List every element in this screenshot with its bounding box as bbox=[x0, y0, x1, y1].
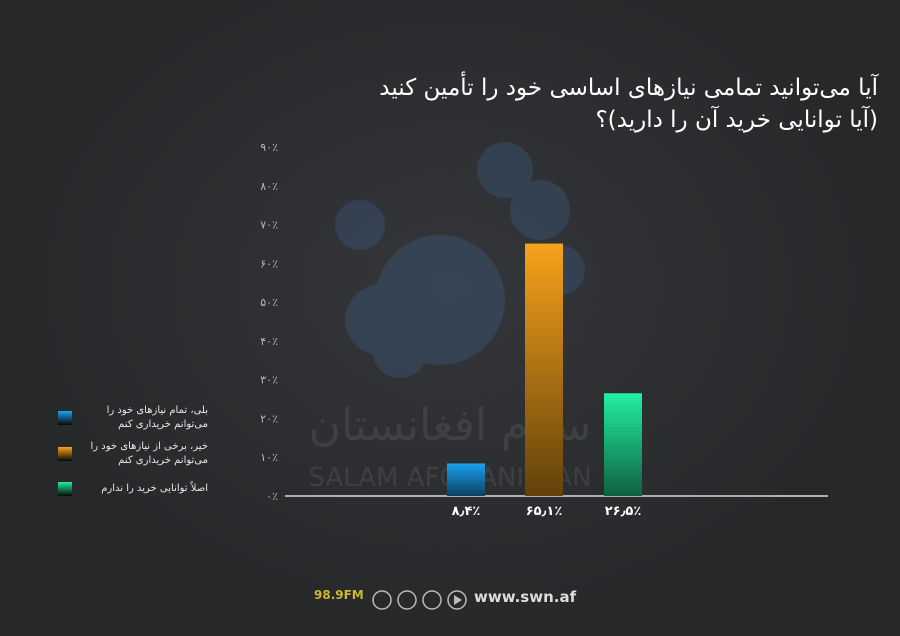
y-tick-label: ۹۰٪ bbox=[260, 141, 278, 154]
legend-item: اصلاً توانایی خرید را ندارم bbox=[58, 482, 208, 496]
chart-title: آیا می‌توانید تمامی نیازهای اساسی خود را… bbox=[379, 75, 878, 101]
legend-label: بلی، تمام نیازهای خود را می‌توانم خریدار… bbox=[106, 405, 208, 430]
y-tick-label: ۴۰٪ bbox=[260, 335, 278, 348]
y-tick-label: ۶۰٪ bbox=[260, 257, 278, 270]
legend-label: خیر، برخی از نیازهای خود را می‌توانم خری… bbox=[90, 441, 209, 466]
legend-item: خیر، برخی از نیازهای خود را می‌توانم خری… bbox=[58, 440, 208, 468]
y-tick-label: ۸۰٪ bbox=[260, 180, 278, 193]
chart-title: (آیا توانایی خرید آن را دارید)؟ bbox=[595, 107, 878, 133]
legend-item: بلی، تمام نیازهای خود را می‌توانم خریدار… bbox=[58, 404, 208, 432]
y-tick-label: ۷۰٪ bbox=[260, 219, 278, 232]
bar-shade bbox=[447, 463, 485, 496]
bar-shade bbox=[604, 393, 642, 496]
legend-swatch bbox=[58, 482, 72, 496]
y-tick-label: ۰٪ bbox=[266, 490, 278, 503]
legend-swatch bbox=[58, 411, 72, 425]
y-tick-label: ۲۰٪ bbox=[260, 412, 278, 425]
legend-swatch bbox=[58, 447, 72, 461]
y-tick-label: ۵۰٪ bbox=[260, 296, 278, 309]
y-tick-label: ۳۰٪ bbox=[260, 374, 278, 387]
value-label: ۲۶٫۵٪ bbox=[605, 504, 642, 519]
value-label: ۸٫۴٪ bbox=[452, 504, 481, 519]
y-tick-label: ۱۰٪ bbox=[260, 451, 278, 464]
frequency: 98.9FM bbox=[314, 588, 364, 602]
legend-label: اصلاً توانایی خرید را ندارم bbox=[101, 483, 208, 494]
website[interactable]: www.swn.af bbox=[474, 588, 577, 606]
bar-shade bbox=[525, 243, 563, 496]
value-label: ۶۵٫۱٪ bbox=[526, 504, 563, 519]
